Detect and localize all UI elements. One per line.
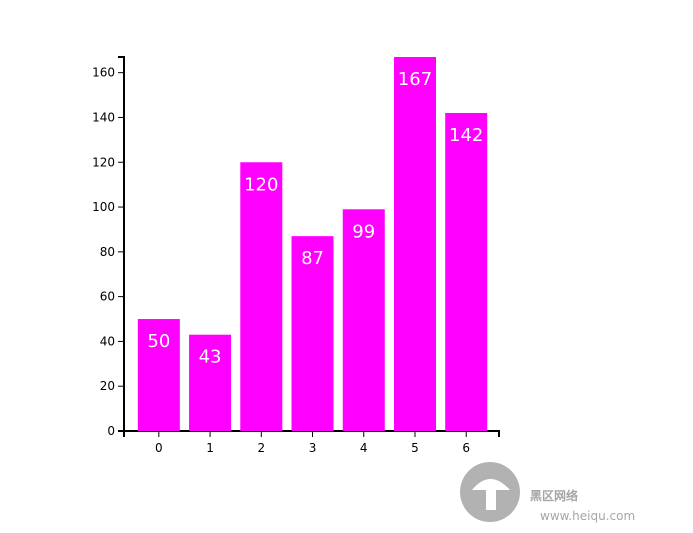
value-label: 50 <box>147 331 170 352</box>
watermark-url: www.heiqu.com <box>540 509 635 523</box>
watermark-text: 黑区网络 <box>530 488 578 503</box>
watermark-icon <box>472 479 510 510</box>
bar <box>291 236 334 431</box>
x-tick-label: 5 <box>411 441 419 455</box>
x-tick-label: 4 <box>360 441 368 455</box>
value-label: 99 <box>352 221 375 242</box>
y-tick-label: 140 <box>92 110 115 124</box>
x-tick-label: 2 <box>257 441 265 455</box>
bar <box>393 57 436 431</box>
x-tick-label: 1 <box>206 441 214 455</box>
value-label: 120 <box>244 174 278 195</box>
y-tick-label: 20 <box>100 379 115 393</box>
value-label: 142 <box>449 125 483 146</box>
y-tick-label: 40 <box>100 334 115 348</box>
bar <box>342 209 385 431</box>
x-tick-label: 6 <box>462 441 470 455</box>
bar <box>137 319 180 431</box>
value-label: 43 <box>199 347 222 368</box>
value-label: 87 <box>301 248 324 269</box>
y-axis <box>118 56 125 432</box>
value-label: 167 <box>398 69 432 90</box>
bar <box>240 162 283 431</box>
y-tick-label: 120 <box>92 155 115 169</box>
y-tick-label: 80 <box>100 245 115 259</box>
y-tick-label: 60 <box>100 290 115 304</box>
y-tick-label: 160 <box>92 66 115 80</box>
x-axis <box>123 430 500 437</box>
bar <box>445 112 488 431</box>
x-tick-label: 3 <box>309 441 317 455</box>
x-tick-label: 0 <box>155 441 163 455</box>
watermark: 黑区网络 www.heiqu.com <box>460 462 635 523</box>
y-tick-label: 100 <box>92 200 115 214</box>
y-tick-label: 0 <box>107 424 115 438</box>
bar <box>189 334 232 431</box>
